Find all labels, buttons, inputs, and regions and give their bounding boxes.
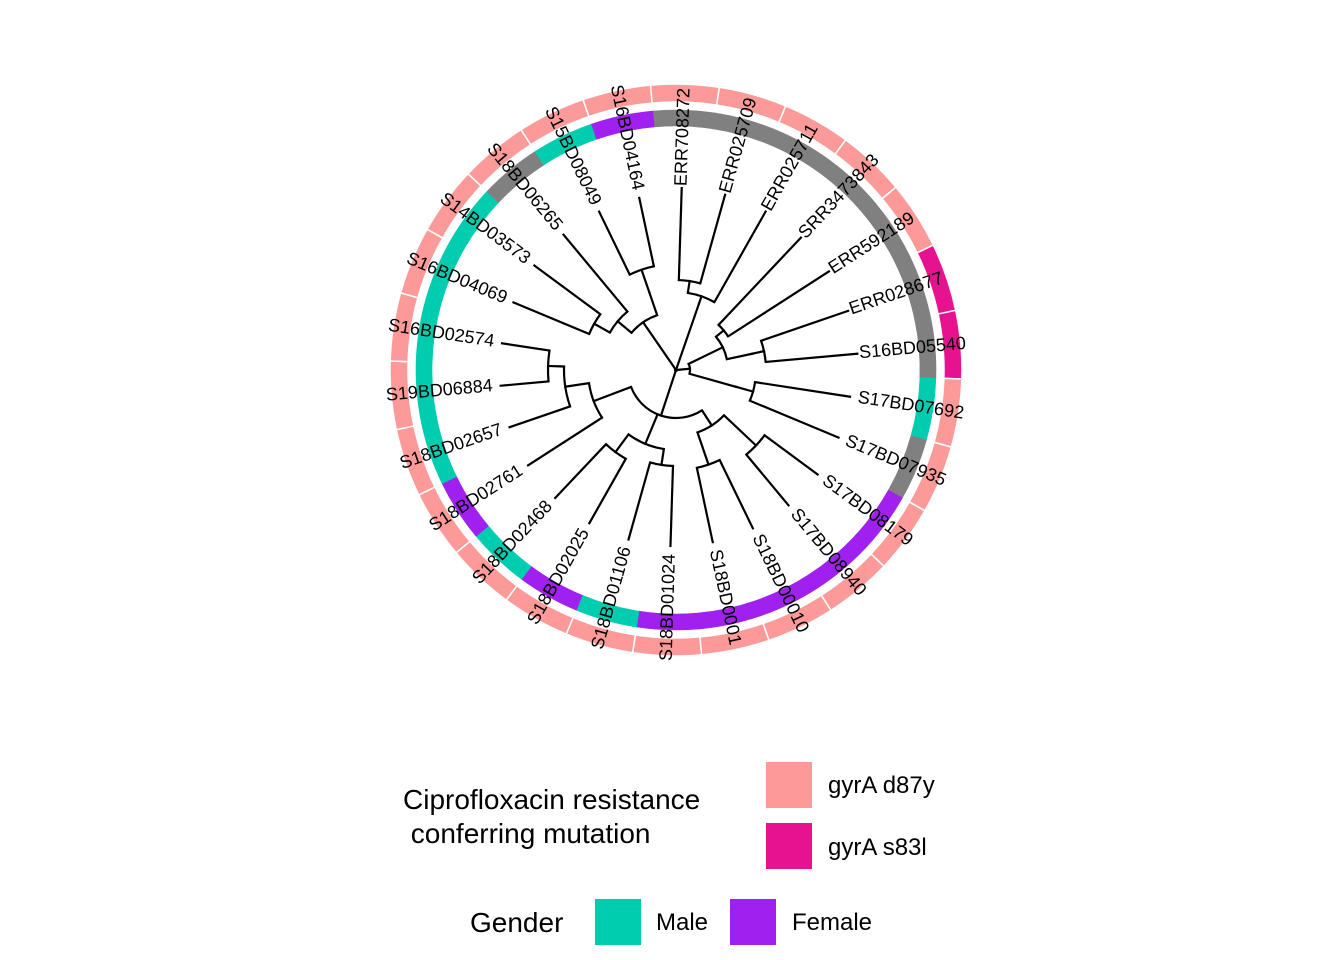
tree-branch xyxy=(637,196,656,268)
mutation-legend-title: Ciprofloxacin resistance conferring muta… xyxy=(403,784,701,849)
tree-branch xyxy=(627,461,652,541)
tree-arc xyxy=(630,386,703,420)
tree-branch xyxy=(669,464,675,548)
gender-ring-segment xyxy=(591,110,655,140)
tip-label: S18BD01024 xyxy=(656,554,679,662)
tree-branch xyxy=(546,364,566,368)
tree-arc xyxy=(587,382,603,419)
tree-branch xyxy=(696,431,710,466)
tree-branch xyxy=(660,447,666,467)
tree-branch xyxy=(641,320,678,372)
tree-branch xyxy=(687,345,725,366)
tree-branch xyxy=(597,210,632,277)
tree-branch xyxy=(532,263,602,316)
tree-branch xyxy=(640,268,651,294)
tree-arc xyxy=(627,433,665,451)
tree-branch xyxy=(499,380,550,387)
tip-label: ERR708272 xyxy=(671,88,694,187)
tree-branch xyxy=(674,367,692,372)
tree-branch xyxy=(748,399,840,439)
tree-branch xyxy=(616,319,634,335)
tree-branch xyxy=(697,294,703,306)
tree-branch xyxy=(643,412,660,446)
tree-branch xyxy=(553,442,608,500)
mutation-key-s83l-label: gyrA s83l xyxy=(828,834,927,861)
tree-branches xyxy=(499,186,859,548)
tree-branch xyxy=(714,328,726,339)
tree-branch xyxy=(698,193,727,285)
tree-branch xyxy=(764,352,859,364)
mutation-key-d87y-swatch xyxy=(766,762,812,808)
tree-branch xyxy=(613,432,631,454)
tree-branch xyxy=(726,269,831,338)
tree-branch xyxy=(750,349,766,356)
mutation-ring-segment xyxy=(582,84,653,118)
tip-label: S18BD0001 xyxy=(706,548,746,647)
tree-branch xyxy=(512,301,591,336)
tree-branch xyxy=(674,302,701,372)
tree-branch xyxy=(688,372,738,389)
tree-branch xyxy=(762,433,820,477)
tree-branch xyxy=(759,309,850,343)
tree-branch xyxy=(744,453,791,507)
gender-key-female-swatch xyxy=(730,899,776,945)
tree-branch xyxy=(592,385,633,403)
tree-branch xyxy=(686,279,691,295)
tree-branch xyxy=(716,236,803,327)
annotation-rings xyxy=(389,83,963,657)
tree-branch xyxy=(734,385,755,393)
tree-arc xyxy=(605,443,627,460)
mutation-key-s83l-swatch xyxy=(766,823,812,869)
phylogenetic-tree: ERR708272 ERR025709ERR025711SRR3473843ERR… xyxy=(385,83,967,662)
tree-branch xyxy=(695,466,715,544)
tree-branch xyxy=(712,210,768,304)
tree-branch xyxy=(700,408,714,427)
mutation-key-d87y-label: gyrA d87y xyxy=(828,772,935,799)
tree-branch xyxy=(526,416,604,467)
tree-branch xyxy=(718,458,755,530)
tree-branch xyxy=(561,233,629,314)
gender-key-male-swatch xyxy=(595,899,641,945)
tree-branch xyxy=(725,352,754,361)
tree-arc xyxy=(562,366,572,407)
tree-branch xyxy=(677,186,683,282)
tree-branch xyxy=(722,413,758,448)
tree-branch xyxy=(647,291,659,317)
tip-label: ERR025709 xyxy=(715,95,761,195)
tree-branch xyxy=(564,381,591,388)
tree-branch xyxy=(592,322,612,335)
tree-branch xyxy=(753,380,852,398)
tree-arc xyxy=(673,368,679,373)
tree-branch xyxy=(500,342,551,352)
tree-arc xyxy=(588,313,602,335)
gender-key-male-label: Male xyxy=(656,909,709,936)
tree-branch xyxy=(508,405,572,429)
gender-key-female-label: Female xyxy=(792,909,873,936)
tree-branch xyxy=(587,457,628,525)
tip-label: ERR028677 xyxy=(846,268,945,319)
tree-branch xyxy=(659,368,678,417)
gender-legend-title: Gender xyxy=(470,907,564,938)
